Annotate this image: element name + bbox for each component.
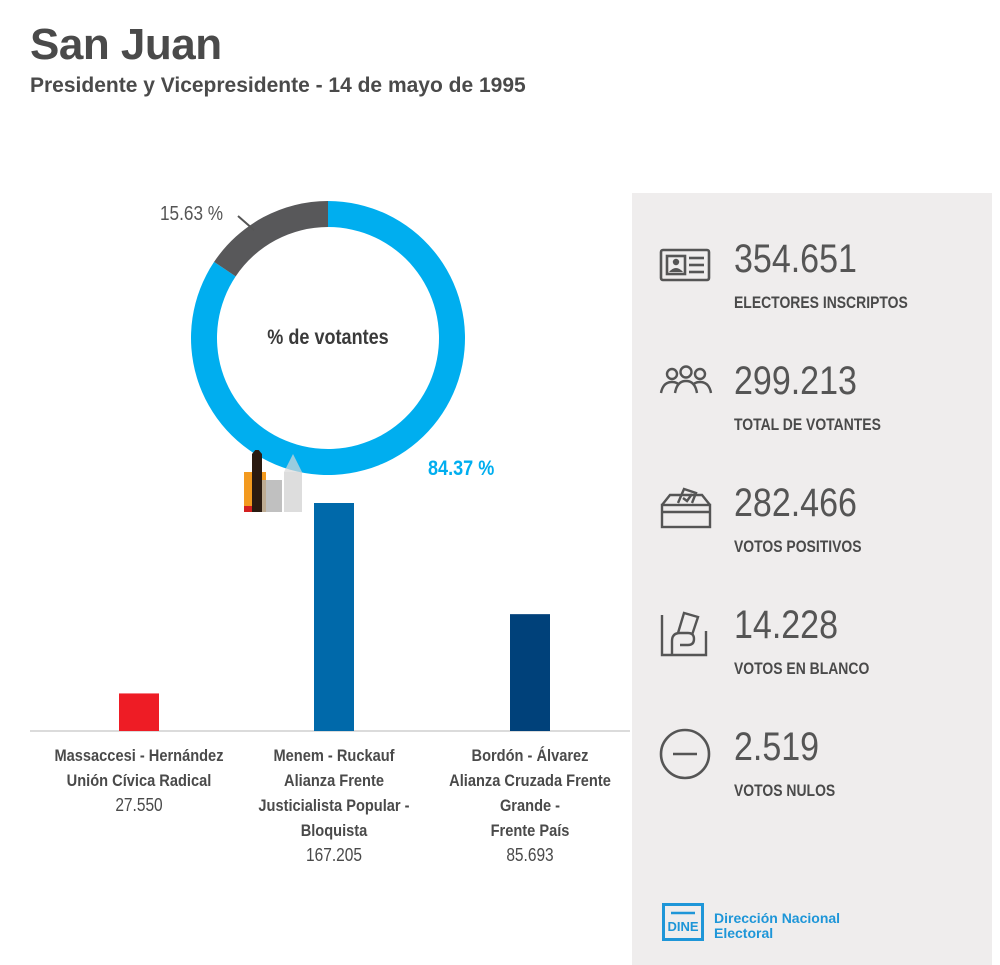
dine-logo-text: Dirección Nacional Electoral [714, 911, 840, 941]
tick-label: Grande - [499, 796, 561, 815]
tick-label: Alianza Cruzada Frente [449, 771, 611, 790]
bar-category-label: Massaccesi - Hernández Unión Cívica Radic… [53, 743, 225, 818]
page-subtitle: Presidente y Vicepresidente - 14 de mayo… [30, 74, 526, 97]
tick-label: Menem - Ruckauf [273, 746, 395, 765]
stat-label: TOTAL DE VOTANTES [734, 415, 881, 434]
tick-label: Bordón - Álvarez [471, 746, 589, 765]
ballot-box-icon [658, 485, 714, 536]
data-label: 167.205 [306, 845, 362, 865]
donut-slice-label: 84.37 % [428, 457, 494, 481]
minus-circle-icon [658, 727, 712, 786]
stat-value: 2.519 [734, 725, 820, 769]
stat-value: 354.651 [734, 237, 857, 281]
tick-label: Massaccesi - Hernández [54, 746, 224, 765]
stat-value: 14.228 [734, 603, 838, 647]
bar [119, 693, 159, 731]
tick-label: Alianza Frente [284, 771, 384, 790]
dine-logo-box-text: DINE [667, 919, 699, 934]
ballot-hand-icon [658, 605, 710, 664]
donut-slice [214, 201, 328, 277]
bar-chart [30, 503, 630, 732]
stat-votos-en-blanco: 14.228 VOTOS EN BLANCO [632, 603, 992, 703]
watermark-text: TALLER [470, 478, 623, 520]
tick-label: Frente País [490, 821, 570, 840]
stat-label: ELECTORES INSCRIPTOS [734, 293, 908, 312]
dine-logo-box: DINE [662, 903, 704, 941]
stat-value: 282.466 [734, 481, 857, 525]
people-icon [658, 363, 714, 408]
donut-slice-label: 15.63 % [160, 202, 223, 225]
stat-label: VOTOS NULOS [734, 781, 836, 800]
tick-label: Justicialista Popular - [258, 796, 410, 815]
stats-panel: 354.651 ELECTORES INSCRIPTOS 299.213 TOT… [632, 193, 992, 965]
dine-logo-line1: Dirección Nacional [714, 910, 841, 926]
stat-votos-nulos: 2.519 VOTOS NULOS [632, 725, 992, 825]
bar-category-label: Menem - Ruckauf Alianza Frente Justicialis… [248, 743, 420, 868]
dine-logo-line2: Electoral [714, 925, 774, 941]
page-title: San Juan [30, 20, 222, 69]
donut-chart: % de votantes 84.37 % 15.63 % [160, 201, 494, 481]
tick-label: Bloquista [300, 821, 368, 840]
donut-center-label: % de votantes [267, 326, 388, 350]
data-label: 85.693 [506, 845, 554, 865]
bar [314, 503, 354, 731]
bar [510, 614, 550, 731]
id-card-icon [658, 245, 712, 290]
bar-category-label: Bordón - Álvarez Alianza Cruzada Frente Gr… [444, 743, 616, 868]
stat-total-votantes: 299.213 TOTAL DE VOTANTES [632, 359, 992, 459]
watermark-logo-icon [244, 448, 314, 517]
stat-votos-positivos: 282.466 VOTOS POSITIVOS [632, 481, 992, 581]
stat-label: VOTOS POSITIVOS [734, 537, 862, 556]
stat-value: 299.213 [734, 359, 857, 403]
stat-label: VOTOS EN BLANCO [734, 659, 870, 678]
data-label: 27.550 [115, 795, 163, 815]
tick-label: Unión Cívica Radical [66, 771, 212, 790]
donut-leader-line [237, 215, 255, 231]
stat-electores-inscriptos: 354.651 ELECTORES INSCRIPTOS [632, 237, 992, 337]
